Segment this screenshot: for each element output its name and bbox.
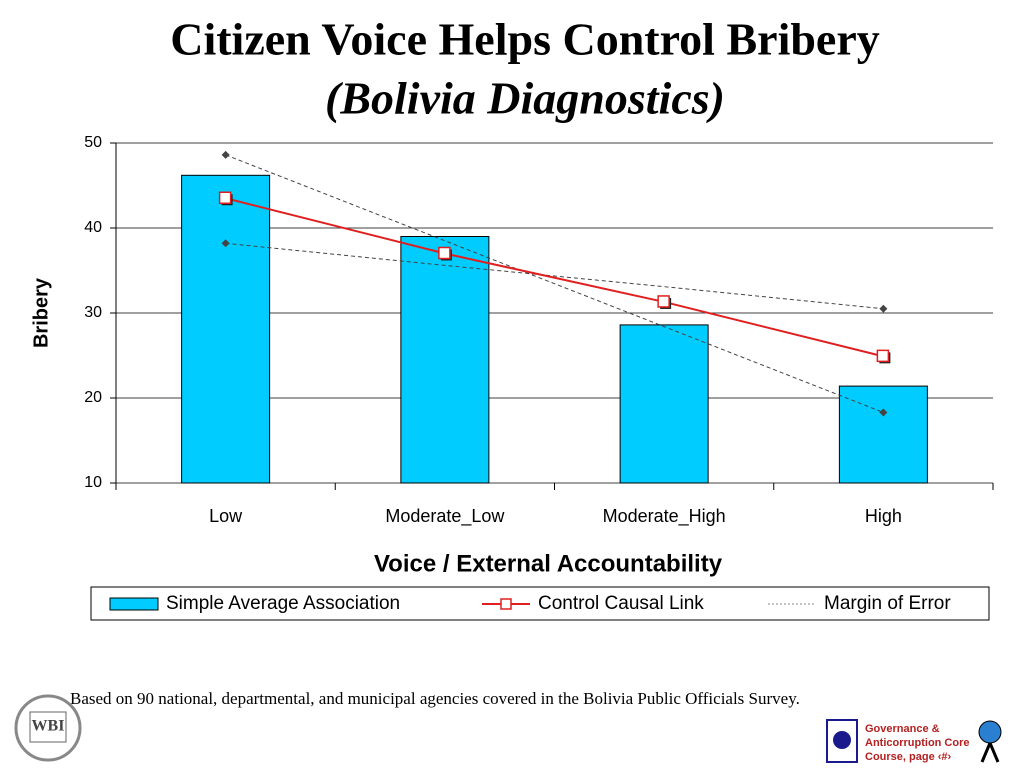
y-axis-label: Bribery [30,277,52,348]
logo-text: WBI [32,718,65,735]
legend-box [90,586,990,621]
legend-label: Margin of Error [824,593,951,614]
bar [181,174,271,484]
y-tick-label: 40 [84,219,102,236]
course-text: Course, page ‹#› [865,751,952,763]
x-tick-label: High [865,506,902,526]
line [225,197,884,358]
bar [838,385,928,484]
error-line [225,242,884,310]
legend-label: Simple Average Association [166,593,400,614]
chart-subtitle: (Bolivia Diagnostics) [325,73,725,124]
bar [400,236,490,484]
error-marker [221,239,230,248]
y-tick-label: 30 [84,304,102,321]
chart-title: Citizen Voice Helps Control Bribery [170,14,880,65]
bar [619,324,709,484]
error-line [225,154,884,413]
error-marker [879,408,888,417]
x-tick-label: Moderate_High [603,506,726,527]
y-tick-label: 20 [84,389,102,406]
y-tick-label: 10 [84,474,102,491]
legend-swatch [109,597,159,611]
error-marker [221,150,230,159]
error-marker [879,304,888,313]
marker [438,246,451,260]
marker [876,349,890,363]
x-tick-label: Low [209,506,243,526]
x-axis-label: Voice / External Accountability [374,550,723,577]
marker [657,295,670,308]
y-tick-label: 50 [84,134,102,151]
footnote: Based on 90 national, departmental, and … [70,689,800,708]
course-text: Anticorruption Core [865,737,970,749]
wbi-logo: WBI [14,694,82,762]
course-text: Governance & [865,723,940,735]
legend-swatch [500,598,512,610]
marker [218,191,232,204]
course-logo [826,719,1002,763]
legend-label: Control Causal Link [538,593,704,614]
x-tick-label: Moderate_Low [385,506,505,527]
